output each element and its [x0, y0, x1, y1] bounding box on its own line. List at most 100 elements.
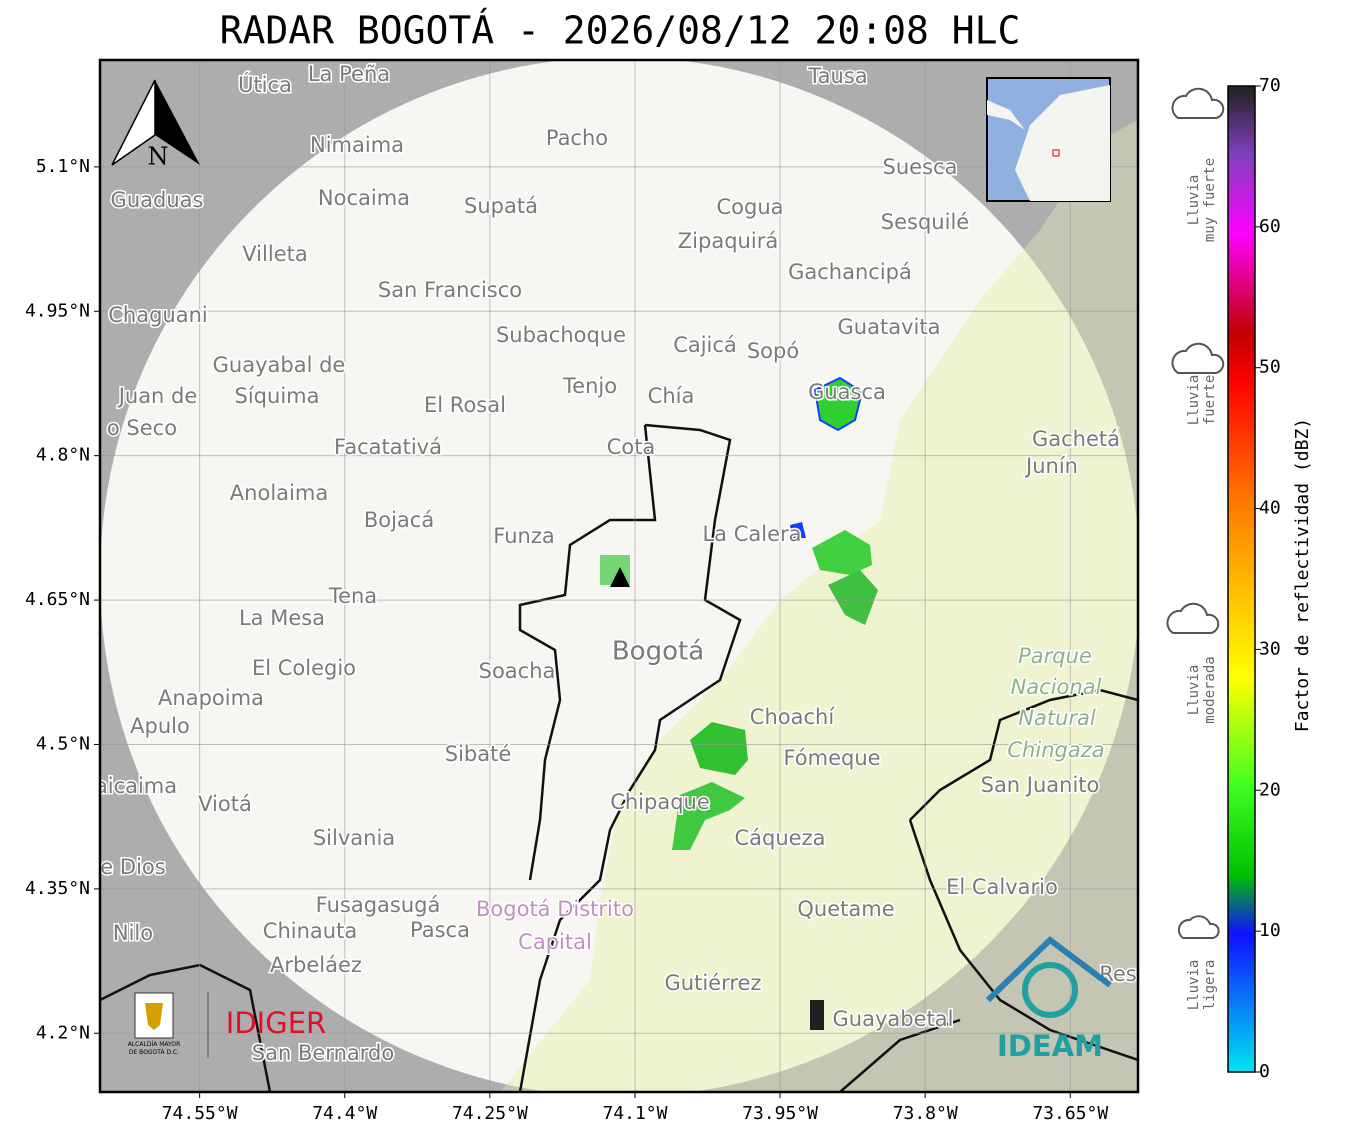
place-label: Guayabal de	[213, 353, 346, 377]
graticule	[100, 60, 1138, 1092]
place-label: Apulo	[130, 714, 190, 738]
place-label: Gachetá	[1032, 427, 1120, 451]
colorbar-tick-label: 20	[1259, 779, 1281, 800]
place-label: Arbeláez	[270, 953, 362, 977]
place-label: Pacho	[546, 126, 608, 150]
legend-icon	[1177, 915, 1220, 939]
legend-label: Lluvia	[1186, 960, 1202, 1011]
place-label: Silvania	[313, 826, 395, 850]
legend-label: moderada	[1202, 656, 1218, 723]
place-label: Bogotá	[612, 637, 704, 667]
place-label: Cogua	[716, 195, 783, 219]
axes: 74.55°W 74.4°W 74.25°W 74.1°W 73.95°W 73.8°W 7…	[25, 156, 1108, 1124]
place-label: Chía	[648, 384, 695, 408]
ideam-logo	[1022, 962, 1078, 1018]
echo	[672, 782, 745, 850]
x-tick-label: 73.65°W	[1032, 1103, 1108, 1124]
y-tick-label: 4.2°N	[36, 1022, 90, 1043]
place-label: Viotá	[198, 792, 252, 816]
place-label: Guayabetal	[833, 1007, 954, 1031]
place-label: Gutiérrez	[665, 971, 762, 995]
title: RADAR BOGOTÁ - 2026/08/12 20:08 HLC	[220, 9, 1021, 53]
map-frame	[98, 58, 1140, 1094]
place-label: Fusagasugá	[316, 893, 441, 917]
place-label: Soacha	[479, 659, 556, 683]
terrain	[500, 120, 1138, 1092]
inset-land	[987, 100, 1025, 130]
echo	[828, 570, 878, 625]
y-tick-label: 5.1°N	[36, 156, 90, 177]
ideam-logo: IDEAM	[997, 1029, 1103, 1063]
place-label: Bojacá	[364, 508, 434, 532]
y-tick-label: 4.8°N	[36, 445, 90, 466]
place-label: Gachancipá	[788, 260, 912, 284]
colorbar-label: Factor de reflectividad (dBZ)	[1292, 418, 1313, 732]
place-label: La Peña	[308, 62, 390, 86]
place-label: Sopó	[747, 339, 799, 363]
place-label: San Bernardo	[252, 1041, 394, 1065]
logo-text: ALCALDÍA MAYOR	[128, 1041, 181, 1048]
place-label: Chaguani	[108, 303, 208, 327]
colorbar-tick-label: 70	[1259, 75, 1281, 96]
place-label: o Seco	[107, 416, 177, 440]
legend-label: ligera	[1202, 960, 1218, 1011]
place-label: Síquima	[235, 384, 320, 408]
x-tick-label: 73.8°W	[893, 1103, 958, 1124]
place-label: Nimaima	[310, 133, 404, 157]
district-label: Bogotá Distrito	[476, 897, 634, 921]
inset-land	[1015, 85, 1110, 201]
department-border	[839, 688, 1138, 1092]
colorbar	[1227, 85, 1256, 1073]
place-label: La Calera	[702, 522, 801, 546]
place-label: Choachí	[750, 705, 836, 729]
colorbar-tick-label: 40	[1259, 498, 1281, 519]
place-label: El Rosal	[424, 393, 506, 417]
x-tick-label: 74.55°W	[162, 1103, 238, 1124]
place-label: Supatá	[464, 194, 538, 218]
x-tick-label: 74.4°W	[312, 1103, 377, 1124]
colorbar-tick-label: 30	[1259, 638, 1281, 659]
park-label: Chingaza	[1007, 738, 1104, 762]
colorbar-tick-label: 10	[1259, 920, 1281, 941]
echo	[790, 522, 806, 538]
y-tick-label: 4.5°N	[36, 733, 90, 754]
district-border	[518, 423, 742, 1092]
place-label: El Colegio	[252, 656, 356, 680]
place-label: Junín	[1024, 454, 1078, 478]
place-label: Cajicá	[673, 333, 737, 357]
north-label: N	[148, 143, 169, 171]
place-label: Tena	[328, 584, 377, 608]
place-label: Suesca	[883, 155, 958, 179]
place-label: Chipaque	[610, 790, 710, 814]
park-label: Nacional	[1011, 675, 1102, 699]
place-label: Quetame	[797, 897, 894, 921]
place-label: Anapoima	[158, 686, 264, 710]
ideam-logo	[985, 936, 1112, 1003]
colorbar-tick-label: 60	[1259, 216, 1281, 237]
legend-icon	[1171, 342, 1225, 374]
inset-marker	[1052, 149, 1060, 157]
place-label: Anolaima	[230, 481, 328, 505]
radar-echoes	[600, 376, 878, 1030]
place-label: Villeta	[242, 242, 307, 266]
y-tick-label: 4.95°N	[25, 300, 90, 321]
place-label: Tausa	[807, 64, 867, 88]
colorbar-tick-label: 0	[1259, 1061, 1270, 1082]
place-label: Guatavita	[838, 315, 941, 339]
coat-of-arms	[145, 1003, 163, 1030]
place-label: Guaduas	[111, 188, 204, 212]
place-label: Chinauta	[263, 919, 357, 943]
legend-label: fuerte	[1202, 375, 1218, 426]
colorbar-tick-label: 50	[1259, 357, 1281, 378]
logo-text: DE BOGOTÁ D.C.	[129, 1049, 179, 1056]
legend-label: muy fuerte	[1202, 158, 1218, 242]
x-tick-label: 73.95°W	[742, 1103, 818, 1124]
echo	[690, 722, 748, 775]
legend-icon	[1171, 87, 1225, 119]
place-label: aicaima	[95, 774, 177, 798]
place-label: Pasca	[410, 918, 470, 942]
place-label: San Juanito	[981, 773, 1100, 797]
place-label: El Calvario	[946, 875, 1058, 899]
